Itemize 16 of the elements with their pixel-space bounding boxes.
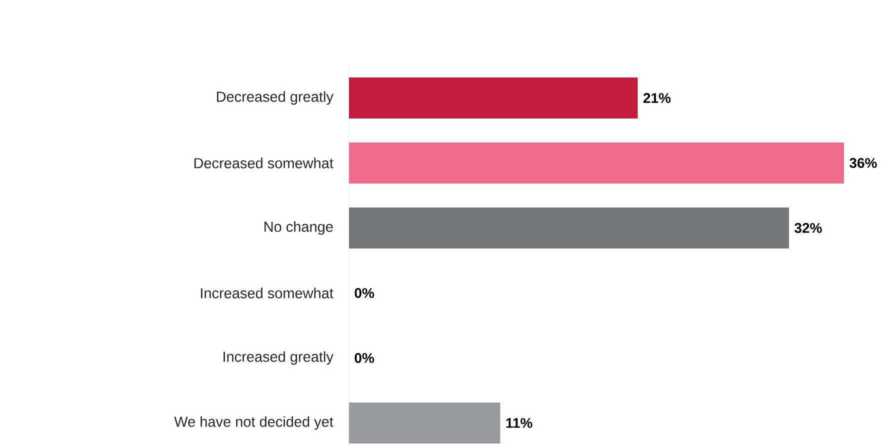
data-label: 36% [850,158,877,168]
data-label: 11% [506,418,532,428]
bar [349,78,638,118]
data-label: 0% [354,288,374,298]
y-tick-label: Decreased somewhat [194,158,334,168]
y-tick-label: Increased greatly [224,351,334,365]
bar [349,402,500,444]
y-tick-label: Increased somewhat [201,288,334,298]
data-label: 0% [354,353,374,363]
data-label: 21% [643,93,671,103]
bar [349,207,789,248]
y-tick-label: No change [264,221,333,235]
bar [349,142,844,184]
y-tick-label: We have not decided yet [174,416,334,430]
y-tick-label: Decreased greatly [216,91,334,105]
data-label: 32% [794,223,822,233]
